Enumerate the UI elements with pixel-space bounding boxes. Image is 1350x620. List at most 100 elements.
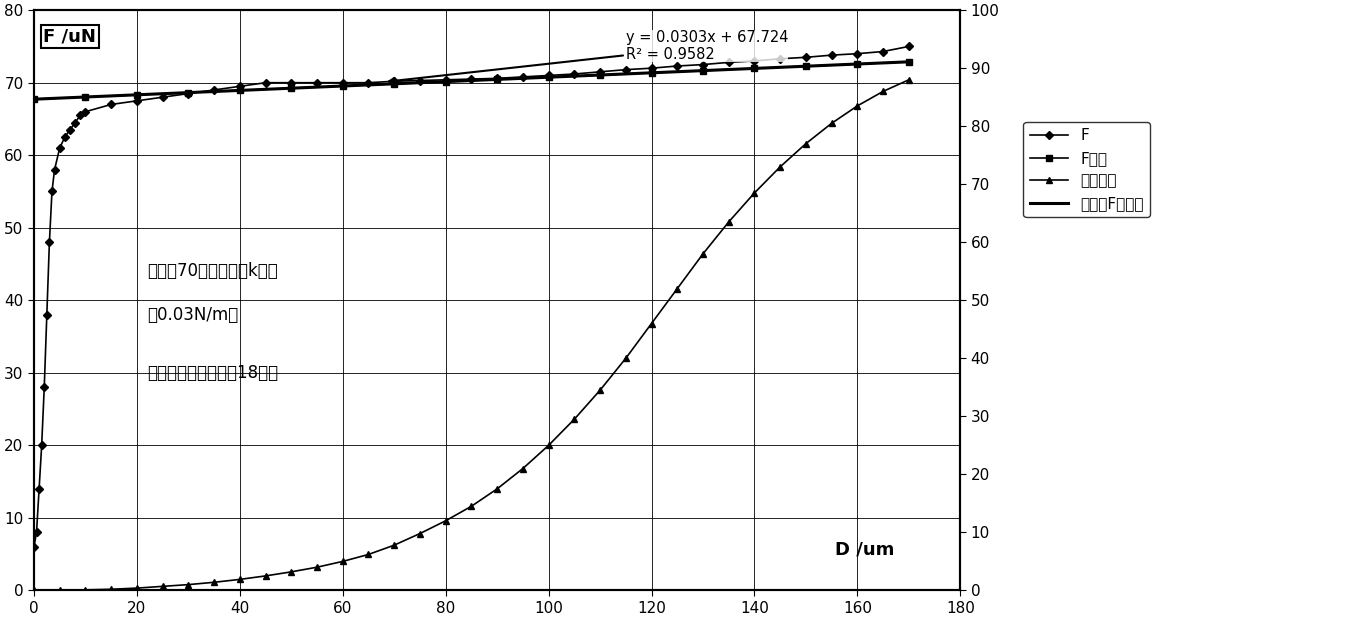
Line: 端部位移: 端部位移 bbox=[31, 77, 913, 593]
Text: y = 0.0303x + 67.724
R² = 0.9582: y = 0.0303x + 67.724 R² = 0.9582 bbox=[389, 30, 788, 84]
F bbox=[36, 384, 53, 391]
F bbox=[232, 82, 248, 90]
F bbox=[284, 79, 300, 86]
F线性 bbox=[489, 76, 505, 83]
F线性 bbox=[77, 93, 93, 100]
F bbox=[258, 79, 274, 86]
Legend: F, F线性, 端部位移, 线性（F线性）: F, F线性, 端部位移, 线性（F线性） bbox=[1023, 122, 1150, 218]
端部位移 bbox=[51, 587, 68, 594]
端部位移 bbox=[463, 503, 479, 510]
F bbox=[26, 543, 42, 551]
F bbox=[103, 100, 119, 108]
端部位移 bbox=[412, 530, 428, 538]
F bbox=[181, 90, 197, 97]
Text: 为0.03N/m，: 为0.03N/m， bbox=[147, 306, 239, 324]
F bbox=[747, 57, 763, 64]
F线性 bbox=[644, 69, 660, 76]
端部位移 bbox=[154, 583, 170, 590]
端部位移 bbox=[360, 551, 377, 558]
端部位移 bbox=[309, 564, 325, 571]
端部位移 bbox=[77, 586, 93, 593]
端部位移 bbox=[798, 140, 814, 148]
端部位移 bbox=[232, 576, 248, 583]
F bbox=[772, 55, 788, 63]
F线性 bbox=[232, 87, 248, 94]
端部位移 bbox=[591, 386, 608, 394]
F bbox=[437, 76, 454, 84]
F线性 bbox=[335, 82, 351, 90]
F线性 bbox=[798, 63, 814, 70]
F bbox=[207, 86, 223, 94]
F线性 bbox=[540, 74, 556, 81]
端部位移 bbox=[103, 585, 119, 593]
F bbox=[39, 311, 55, 319]
F bbox=[31, 485, 47, 493]
F bbox=[68, 119, 84, 126]
F bbox=[670, 62, 686, 69]
端部位移 bbox=[670, 285, 686, 293]
Text: F /uN: F /uN bbox=[43, 27, 96, 46]
端部位移 bbox=[258, 572, 274, 580]
端部位移 bbox=[128, 585, 144, 592]
端部位移 bbox=[566, 415, 582, 423]
Text: D /um: D /um bbox=[836, 541, 895, 559]
F bbox=[335, 79, 351, 86]
F bbox=[309, 79, 325, 86]
端部位移 bbox=[540, 441, 556, 449]
F线性 bbox=[591, 71, 608, 79]
F bbox=[360, 79, 377, 86]
端部位移 bbox=[335, 557, 351, 565]
F bbox=[51, 144, 68, 152]
F bbox=[721, 59, 737, 66]
F bbox=[489, 74, 505, 82]
F线性 bbox=[128, 91, 144, 99]
F bbox=[412, 77, 428, 84]
F bbox=[514, 73, 531, 81]
F线性 bbox=[26, 95, 42, 103]
端部位移 bbox=[386, 541, 402, 549]
F bbox=[57, 133, 73, 141]
F bbox=[72, 112, 88, 119]
F线性 bbox=[181, 89, 197, 96]
F bbox=[77, 108, 93, 115]
F线性 bbox=[284, 84, 300, 92]
Text: 此时预加载位移约为18微米: 此时预加载位移约为18微米 bbox=[147, 364, 278, 382]
端部位移 bbox=[437, 517, 454, 525]
端部位移 bbox=[514, 465, 531, 472]
端部位移 bbox=[875, 87, 891, 95]
F bbox=[43, 188, 59, 195]
端部位移 bbox=[489, 485, 505, 493]
F线性 bbox=[900, 58, 917, 66]
端部位移 bbox=[644, 320, 660, 327]
端部位移 bbox=[900, 76, 917, 84]
端部位移 bbox=[207, 578, 223, 586]
F bbox=[824, 51, 840, 59]
F线性 bbox=[747, 64, 763, 72]
F bbox=[154, 94, 170, 101]
F bbox=[128, 97, 144, 105]
F bbox=[46, 166, 62, 174]
F线性 bbox=[437, 78, 454, 86]
F线性 bbox=[849, 60, 865, 68]
端部位移 bbox=[618, 355, 634, 362]
F bbox=[42, 239, 58, 246]
Line: F: F bbox=[31, 43, 913, 550]
F bbox=[618, 66, 634, 73]
F bbox=[62, 126, 78, 133]
端部位移 bbox=[721, 218, 737, 226]
端部位移 bbox=[849, 102, 865, 110]
F bbox=[386, 78, 402, 85]
F bbox=[849, 50, 865, 58]
端部位移 bbox=[284, 568, 300, 575]
F bbox=[566, 70, 582, 78]
Text: 预加载70微牛左右，k値约: 预加载70微牛左右，k値约 bbox=[147, 262, 278, 280]
端部位移 bbox=[695, 250, 711, 257]
端部位移 bbox=[772, 163, 788, 170]
F bbox=[798, 53, 814, 61]
F线性 bbox=[695, 67, 711, 74]
F bbox=[644, 64, 660, 72]
F bbox=[591, 68, 608, 76]
端部位移 bbox=[26, 587, 42, 594]
F bbox=[463, 76, 479, 83]
F bbox=[875, 48, 891, 55]
